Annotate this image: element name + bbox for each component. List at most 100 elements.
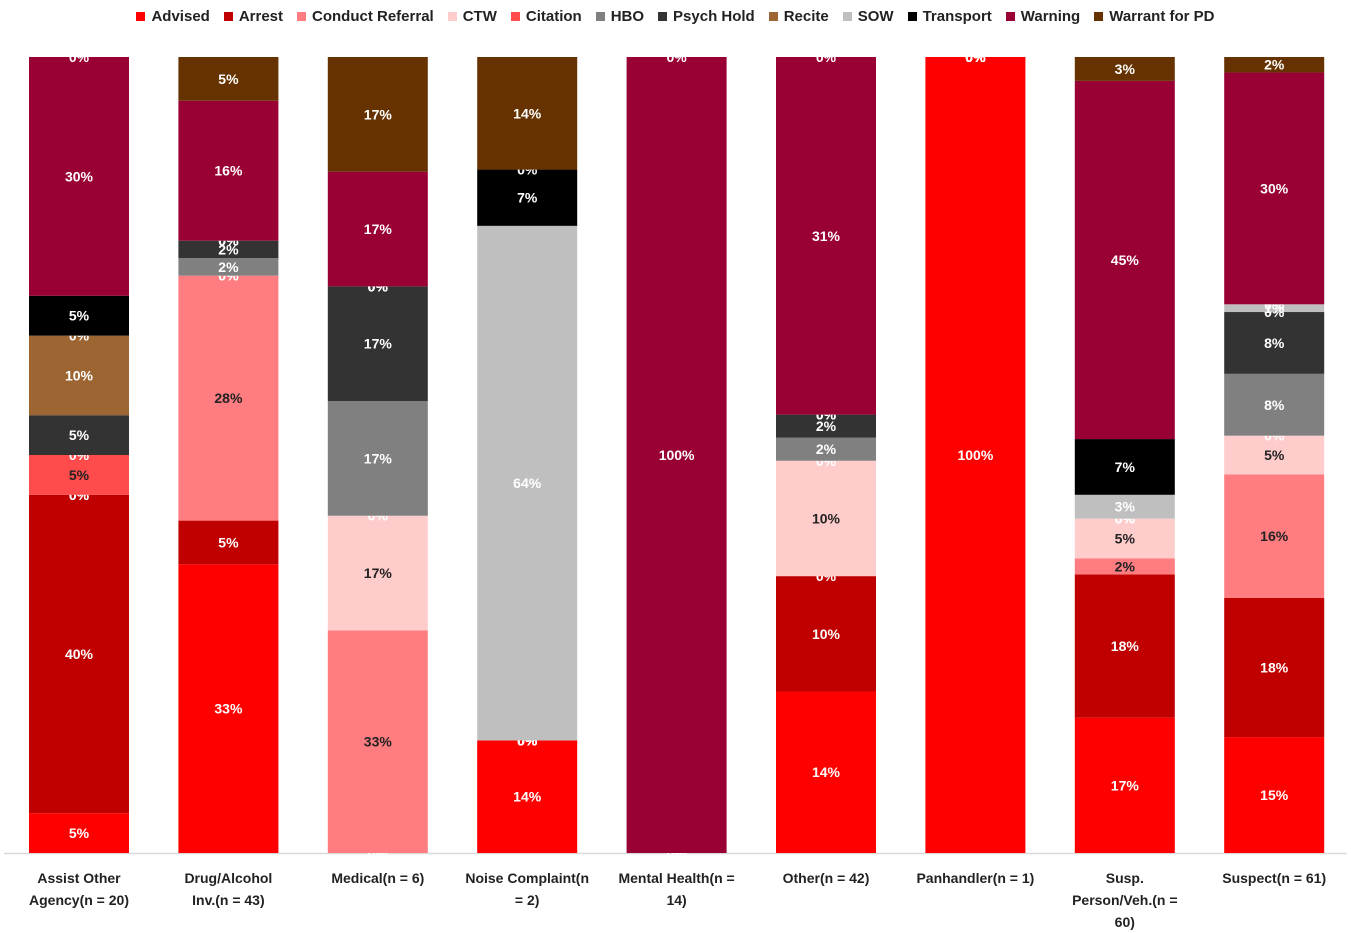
bar-segment [925,57,1026,853]
data-label: 31% [812,228,841,244]
legend-swatch [768,11,778,21]
legend-label: Advised [151,7,210,25]
data-label: 0% [965,49,986,65]
data-label: 30% [1260,180,1289,196]
bar-segment [477,740,578,853]
legend-label: Warrant for PD [1109,7,1215,25]
category-label: Medical(n = 6) [331,870,425,886]
data-label: 0% [965,49,986,65]
bar-segment [29,455,129,495]
bar-segment [477,169,578,226]
data-label: 2% [1264,57,1285,73]
bar-segment [327,286,428,402]
bar-segment [178,520,279,565]
data-label: 7% [517,190,538,206]
legend-item-sow: SOW [842,5,894,27]
category-label: Suspect(n = 61) [1222,870,1327,886]
legend-item-conduct-referral: Conduct Referral [297,5,434,27]
data-label: 0% [69,49,90,65]
data-label: 17% [364,336,393,352]
data-label: 8% [1264,397,1285,413]
data-label: 5% [69,825,90,841]
bar-segment [178,240,279,259]
data-label: 2% [218,259,239,275]
data-label: 0% [965,49,986,65]
data-label: 5% [218,534,239,550]
legend-item-recite: Recite [768,5,829,27]
legend-swatch [842,11,852,21]
bar-segment [776,57,876,415]
bar-segment [29,295,129,336]
bar-segment [477,57,578,170]
legend-label: Conduct Referral [312,7,434,25]
data-label: 2% [816,441,837,457]
bar-segment [178,57,279,101]
data-label: 18% [1111,638,1140,654]
bar-segment [29,494,129,814]
data-label: 0% [965,49,986,65]
bar-segment [1074,439,1175,495]
bar-segment [178,275,279,521]
data-label: 5% [1264,447,1285,463]
legend-swatch [907,11,917,21]
legend-swatch [447,11,457,21]
bar-segment [477,225,578,741]
legend-label: SOW [857,7,894,25]
data-label: 33% [214,701,243,717]
bar-segment [776,691,876,853]
data-label: 5% [69,427,90,443]
data-label: 17% [364,565,393,581]
data-label: 2% [1115,558,1136,574]
category-label: Other(n = 42) [782,870,870,886]
data-label: 10% [65,367,94,383]
bar-segment [1074,574,1175,718]
legend-swatch [658,11,668,21]
chart-legend: Advised Arrest Conduct Referral CTW Citation… [0,5,1351,27]
data-label: 16% [1260,528,1289,544]
legend-label: Warning [1020,7,1081,25]
bar-segment [1224,597,1325,738]
bar-segment [178,564,279,853]
data-label: 2% [218,241,239,257]
data-label: 0% [666,49,687,65]
legend-item-hbo: HBO [595,5,644,27]
data-label: 17% [1111,777,1140,793]
category-label: Mental Health(n = 14) [618,870,735,908]
data-label: 10% [812,510,841,526]
bar-segment [178,100,279,241]
legend-swatch [510,11,520,21]
legend-swatch [136,11,146,21]
data-label: 7% [1115,459,1136,475]
legend-swatch [1094,11,1104,21]
legend-label: Arrest [238,7,284,25]
bar-segment [1074,558,1175,575]
category-label: Susp. Person/Veh.(n = 60) [1072,870,1178,930]
bar-segment [178,258,279,276]
bar-segment [327,171,428,287]
legend-label: Psych Hold [673,7,755,25]
bar-segment [29,57,129,296]
data-label: 33% [364,734,393,750]
legend-label: Citation [525,7,582,25]
data-label: 0% [965,49,986,65]
data-label: 5% [218,71,239,87]
data-label: 0% [965,49,986,65]
bar-segment [1074,518,1175,559]
bar-segment [1224,474,1325,598]
bar-segment [776,460,876,577]
legend-item-ctw: CTW [447,5,497,27]
bar-segment [1074,717,1175,853]
bar-segment [776,576,876,692]
bar-segment [1224,312,1325,374]
bar-segment [327,630,428,853]
bar-segment [327,515,428,631]
legend-label: Transport [922,7,992,25]
data-label: 17% [364,106,393,122]
data-label: 45% [1111,252,1140,268]
data-label: 64% [513,475,542,491]
legend-item-warning: Warning [1005,5,1081,27]
bar-segment [776,414,876,438]
data-label: 3% [1115,61,1136,77]
bar-segment [1074,494,1175,519]
